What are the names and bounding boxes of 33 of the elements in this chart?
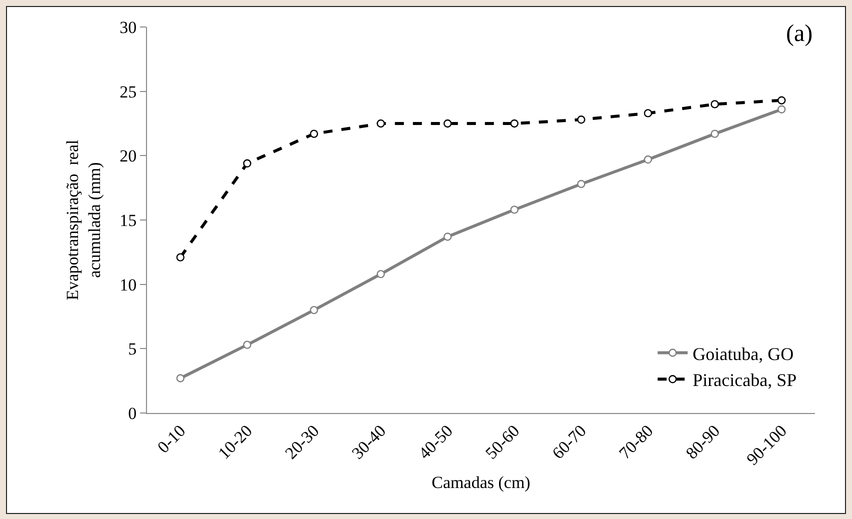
y-tick-label: 0 xyxy=(128,404,137,423)
y-tick-label: 20 xyxy=(120,146,137,166)
point xyxy=(243,340,252,349)
y-tick-label: 25 xyxy=(120,82,137,102)
point xyxy=(710,130,719,138)
point xyxy=(778,105,786,114)
point xyxy=(310,306,318,314)
x-axis-title: Camadas (cm) xyxy=(432,473,530,492)
point xyxy=(577,180,586,188)
point xyxy=(444,119,452,128)
y-tick-label: 15 xyxy=(120,210,137,230)
legend-label: Piracicaba, SP xyxy=(692,370,797,390)
point xyxy=(644,109,652,118)
point xyxy=(710,100,719,108)
point xyxy=(376,270,385,278)
point xyxy=(376,119,385,128)
x-tick-label: 0-10 xyxy=(154,421,190,457)
point xyxy=(176,253,184,262)
point xyxy=(510,119,518,128)
point xyxy=(444,232,452,241)
point xyxy=(176,374,184,382)
point xyxy=(577,116,586,124)
y-tick-label: 5 xyxy=(128,340,137,359)
y-tick-label: 10 xyxy=(120,275,137,294)
point xyxy=(644,155,652,164)
y-axis-title: Evapotranspiração real acumulada (mm) xyxy=(63,139,104,300)
annotation: (a) xyxy=(786,21,813,47)
point xyxy=(243,159,252,168)
point xyxy=(510,206,518,214)
legend-label: Goiatuba, GO xyxy=(692,344,794,364)
point xyxy=(778,96,786,104)
y-tick-label: 30 xyxy=(120,18,137,37)
point xyxy=(310,130,318,138)
